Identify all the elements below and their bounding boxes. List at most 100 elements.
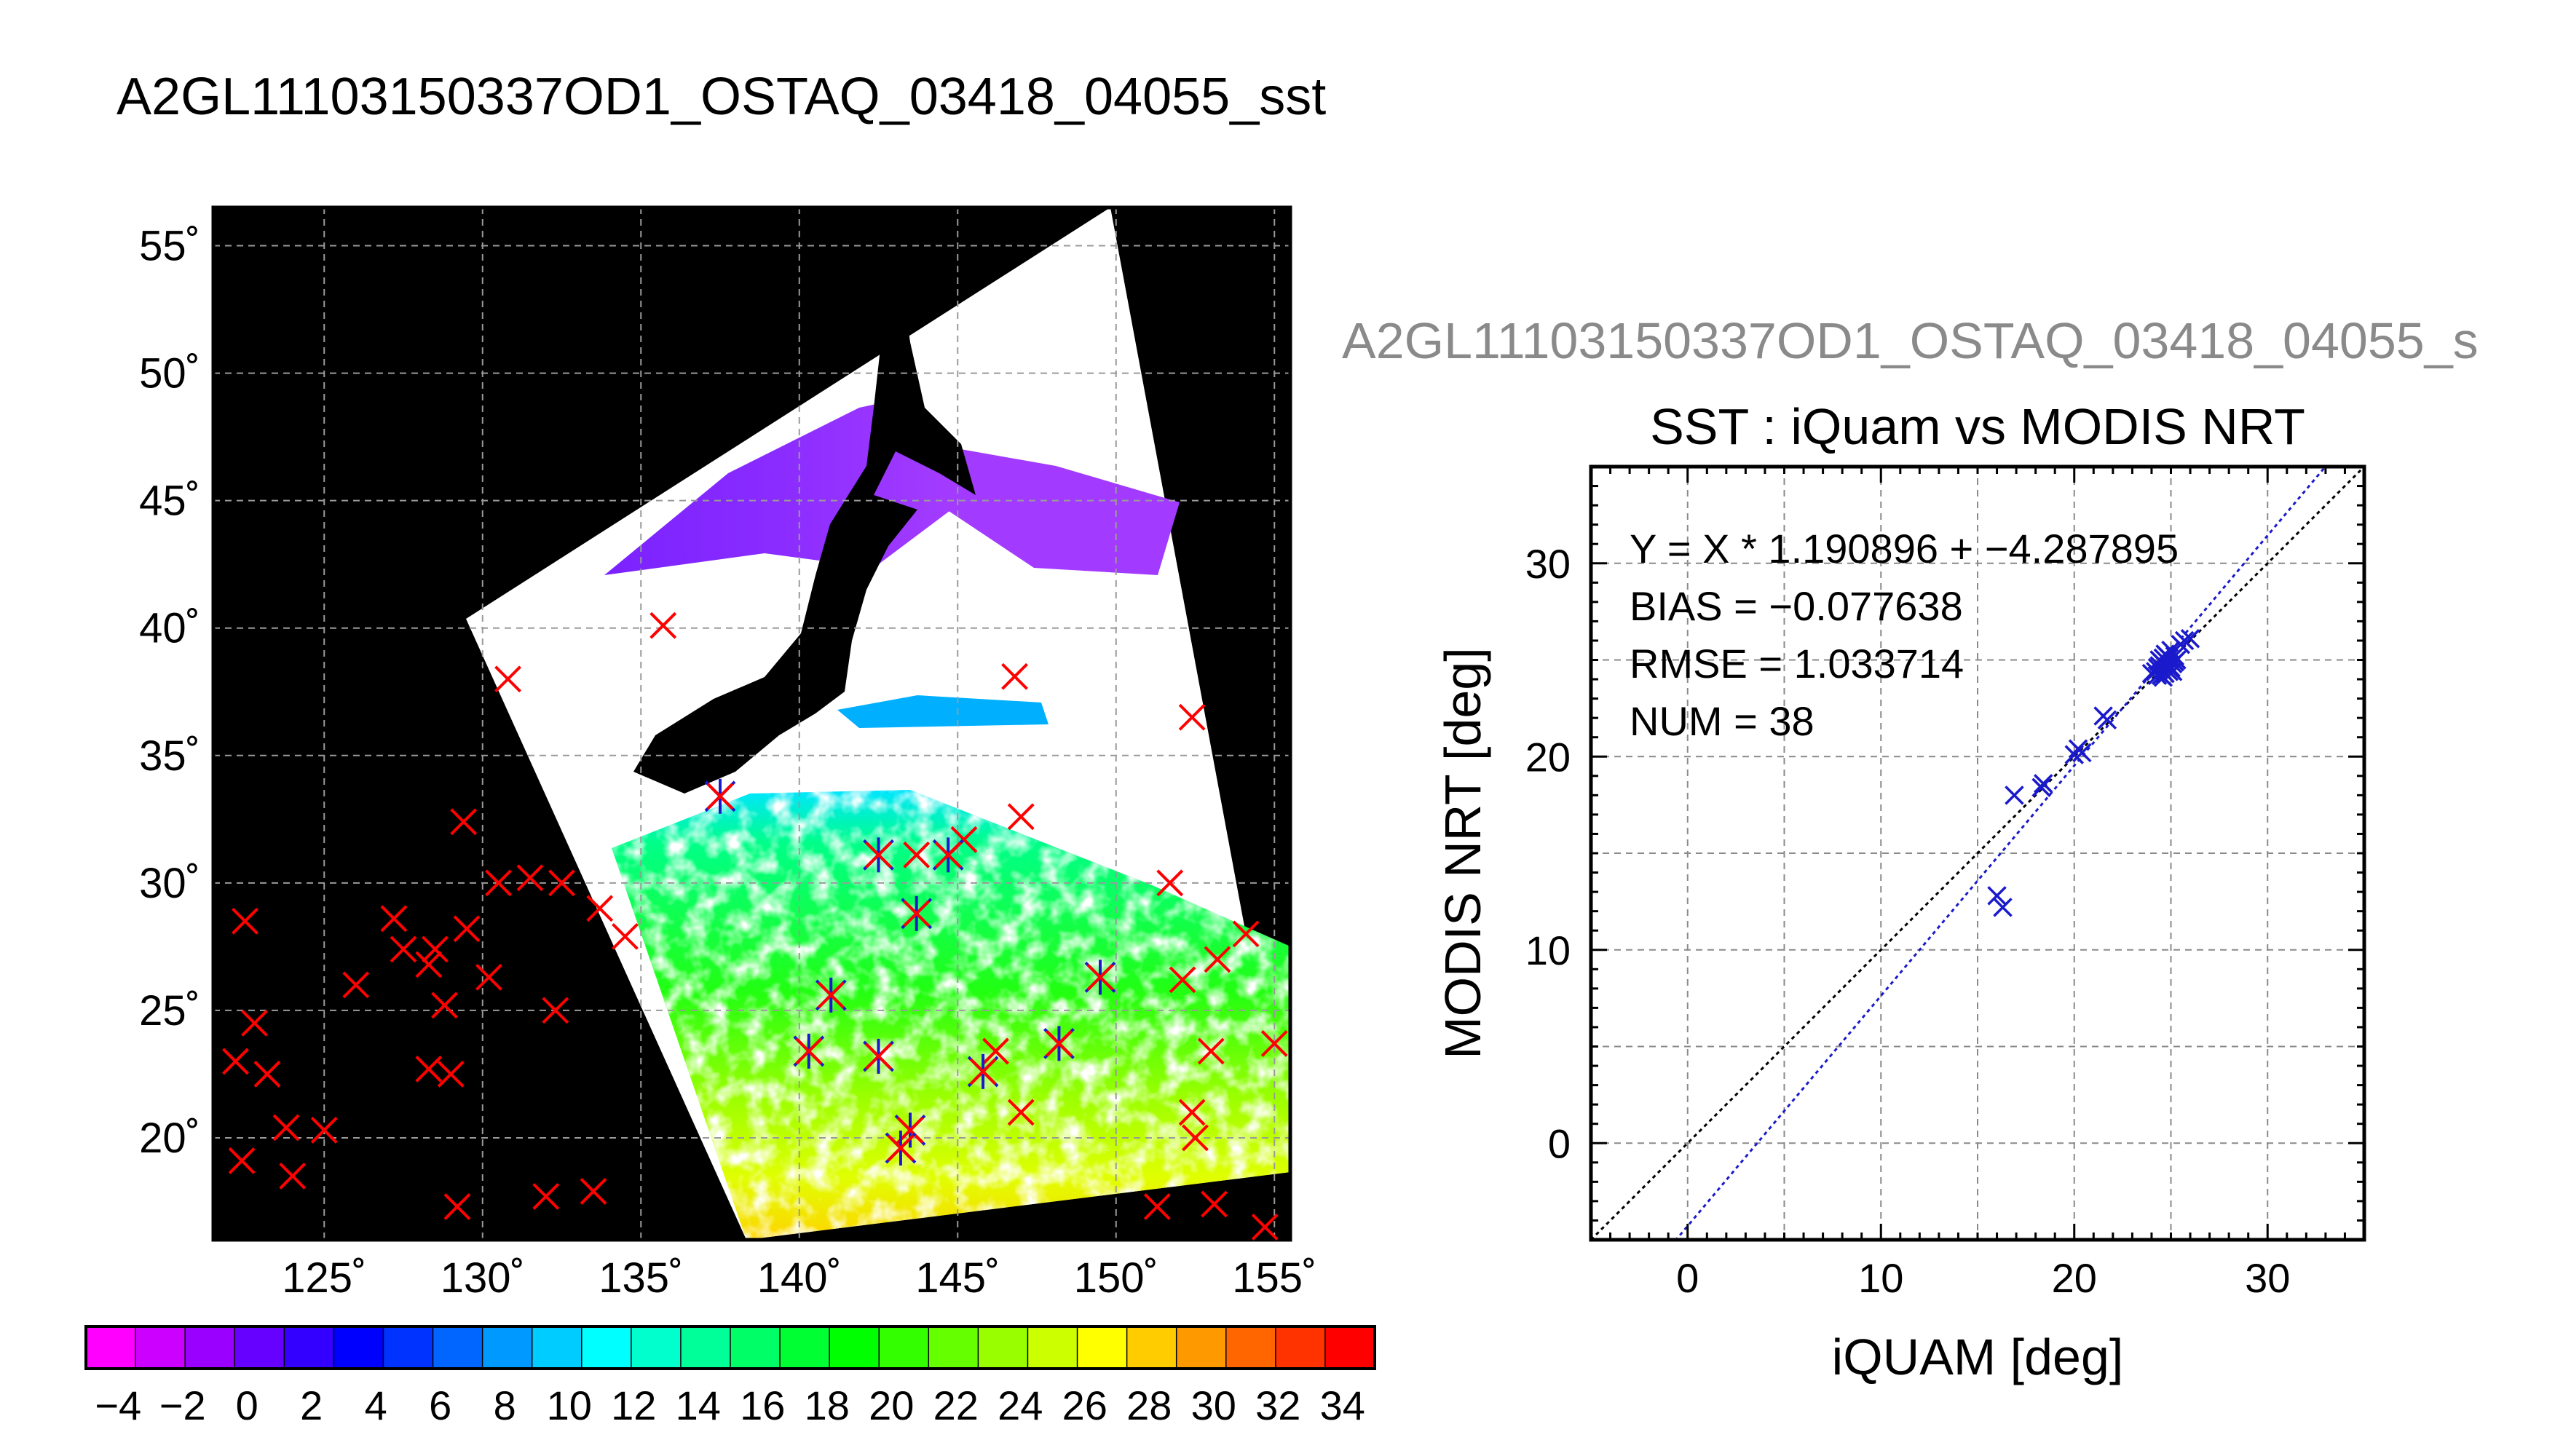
colorbar-tick-label: 18 [805, 1382, 850, 1428]
cloud-speckle [612, 790, 1290, 1240]
colorbar-segment [1077, 1326, 1128, 1369]
iquam-marker [1143, 1193, 1171, 1220]
colorbar-tick-label: −2 [159, 1382, 206, 1428]
iquam-marker [310, 1117, 338, 1144]
map-lon-tick-label: 150˚ [1074, 1254, 1158, 1302]
iquam-marker [475, 963, 502, 991]
iquam-marker [415, 1056, 443, 1083]
iquam-marker [453, 915, 481, 943]
colorbar-border [84, 1325, 1376, 1370]
stats-bias: BIAS = −0.077638 [1630, 583, 1963, 629]
colorbar-segment [978, 1326, 1029, 1369]
matchup-marker [1084, 960, 1116, 995]
colorbar-tick-label: 6 [429, 1382, 451, 1428]
y-axis-label: MODIS NRT [deg] [1434, 647, 1491, 1059]
matchup-marker [967, 1053, 999, 1089]
colorbar-tick-label: 12 [611, 1382, 656, 1428]
y-tick-label: 30 [1525, 541, 1571, 587]
map-border [211, 205, 1292, 1242]
iquam-marker [1001, 662, 1028, 690]
iquam-marker [982, 1037, 1009, 1065]
iquam-marker [516, 864, 544, 892]
iquam-marker [1007, 803, 1035, 831]
map-markers [222, 612, 1288, 1241]
colorbar-segment [482, 1326, 533, 1369]
iquam-marker [390, 935, 417, 963]
colorbar-segment [185, 1326, 235, 1369]
colorbar-segment [730, 1326, 781, 1369]
colorbar: −4 −2 0 2 4 6 8 10 12 14 16 18 20 22 24 26 28 30 32 34 [84, 1325, 1376, 1428]
matchup-marker [932, 837, 964, 873]
map-lat-tick-label: 35˚ [139, 732, 200, 780]
iquam-marker [272, 1114, 300, 1142]
matchup-marker [863, 837, 894, 873]
colorbar-tick-label: 14 [676, 1382, 721, 1428]
scatter-points [1987, 629, 2200, 917]
matchup-marker [1043, 1026, 1075, 1061]
iquam-marker [580, 1178, 607, 1205]
colorbar-tick-label: 30 [1191, 1382, 1236, 1428]
scatter-point [2155, 663, 2175, 684]
map-lon-tick-label: 125˚ [282, 1254, 366, 1302]
scatter-header-title: A2GL11103150337OD1_OSTAQ_03418_04055_s [1342, 312, 2479, 369]
iquam-marker [1204, 946, 1231, 973]
iquam-marker [1232, 920, 1260, 948]
colorbar-segment [234, 1326, 285, 1369]
colorbar-tick-label: 22 [933, 1382, 979, 1428]
colorbar-tick-label: 10 [547, 1382, 592, 1428]
iquam-marker [903, 841, 931, 869]
map-lat-tick-label: 25˚ [139, 987, 200, 1034]
scatter-point [2165, 646, 2185, 666]
iquam-marker [586, 895, 614, 922]
iquam-marker [485, 869, 512, 897]
colorbar-tick-label: 26 [1062, 1382, 1107, 1428]
map-lon-tick-label: 130˚ [441, 1254, 525, 1302]
colorbar-segment [680, 1326, 731, 1369]
scatter-point [2174, 630, 2195, 651]
colorbar-segment [631, 1326, 682, 1369]
iquam-marker [1178, 1099, 1206, 1126]
y-tick-label: 0 [1548, 1120, 1571, 1166]
iquam-marker [1197, 1037, 1225, 1065]
iquam-marker [422, 935, 449, 963]
iquam-marker [232, 907, 258, 935]
map-lat-tick-label: 55˚ [139, 223, 200, 270]
colorbar-segment [284, 1326, 334, 1369]
iquam-marker [253, 1061, 281, 1088]
scatter-point [2034, 774, 2053, 794]
scatter-point [2097, 710, 2117, 730]
scatter-point [2072, 743, 2092, 763]
scatter-point [2005, 786, 2024, 805]
identity-line [1591, 467, 2364, 1240]
colorbar-tick-label: 24 [998, 1382, 1043, 1428]
scatter-point [2180, 629, 2200, 649]
land-japan [633, 277, 976, 794]
colorbar-tick-label: 32 [1255, 1382, 1300, 1428]
iquam-marker [494, 665, 521, 693]
colorbar-segment [1176, 1326, 1227, 1369]
map-lat-tick-label: 30˚ [139, 860, 200, 907]
matchup-marker [901, 895, 933, 931]
colorbar-tick-label: 0 [236, 1382, 258, 1428]
iquam-marker [1156, 869, 1184, 897]
page-title: A2GL11103150337OD1_OSTAQ_03418_04055_sst [117, 68, 1327, 126]
sst-cold-east [932, 444, 1180, 575]
iquam-marker [1260, 1029, 1288, 1057]
colorbar-segment [135, 1326, 186, 1369]
scatter-title: SST : iQuam vs MODIS NRT [1650, 398, 2305, 455]
x-tick-label: 20 [2052, 1255, 2097, 1301]
matchup-marker [885, 1130, 917, 1166]
colorbar-segment [879, 1326, 929, 1369]
scatter-point [1987, 886, 2007, 906]
colorbar-tick-label: 34 [1320, 1382, 1365, 1428]
iquam-marker [228, 1147, 256, 1174]
scatter-point [2153, 648, 2173, 668]
iquam-marker [1182, 1124, 1209, 1152]
map-lon-tick-label: 140˚ [757, 1254, 842, 1302]
scatter-point [2147, 665, 2168, 685]
x-tick-label: 30 [2245, 1255, 2290, 1301]
colorbar-segment [86, 1326, 136, 1369]
scatter-point [2031, 778, 2051, 797]
